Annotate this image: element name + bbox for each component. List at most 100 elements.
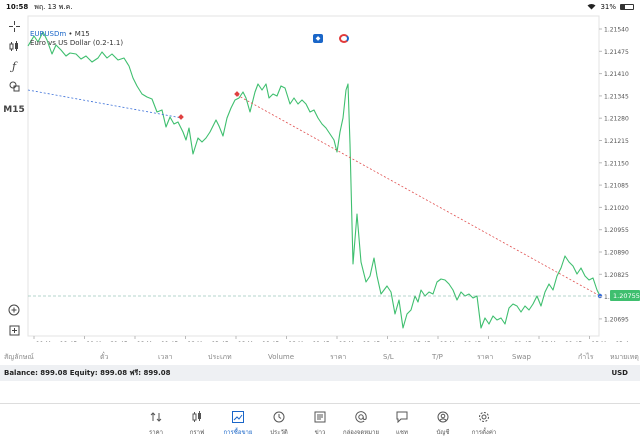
balance-bar: Balance: 899.08 Equity: 899.08 ฟรี: 899.… [0, 365, 640, 381]
trendline-blue[interactable] [27, 89, 183, 119]
tab-label: ราคา [149, 429, 163, 436]
function-icon[interactable]: ƒ [11, 59, 17, 73]
balance-text: Balance: 899.08 Equity: 899.08 ฟรี: 899.… [4, 368, 171, 377]
price-label: 1.20955 [604, 227, 629, 234]
objects-icon[interactable] [4, 76, 24, 96]
mailbox-icon [355, 410, 367, 424]
balance-currency: USD [611, 369, 628, 377]
crosshair-icon[interactable] [4, 16, 24, 36]
positions-table-header: สัญลักษณ์ ตั๋ว เวลา ประเภท Volume ราคา S/L T/P ร… [0, 350, 640, 364]
price-label: 1.21540 [604, 27, 629, 34]
status-date: พฤ. 13 พ.ค. [34, 2, 73, 11]
battery-fill [621, 5, 625, 9]
time-label: 12 May 06:45 [238, 341, 279, 342]
tab-label: แชท [396, 429, 408, 436]
time-label: 12 May 12:45 [339, 341, 380, 342]
column-header[interactable]: ประเภท [208, 352, 232, 361]
time-label: 11 May 18:45 [36, 341, 77, 342]
price-label: 1.20890 [604, 250, 629, 257]
time-label: 12 May 21:45 [491, 341, 532, 342]
chart-indicator: Euro vs US Dollar (0.2-1.1) [30, 39, 124, 47]
column-header[interactable]: กำไร [578, 352, 594, 361]
column-header[interactable]: Swap [512, 353, 531, 361]
tab-label: การตั้งค่า [471, 429, 497, 436]
tab-trade-chart[interactable]: การซื้อขาย [218, 404, 259, 447]
status-time: 10:58 [6, 3, 29, 11]
price-label: 1.21345 [604, 93, 629, 100]
column-header[interactable]: หมายเหตุ [610, 352, 639, 361]
account-icon [437, 410, 449, 424]
chart-title: EURUSDm • M15 Euro vs US Dollar (0.2-1.1… [30, 30, 123, 48]
current-price-badge [610, 290, 640, 301]
battery-icon [620, 4, 634, 10]
chart-toolbar: ƒ M15 [0, 14, 28, 342]
history-icon [273, 410, 285, 424]
tab-mailbox[interactable]: กล่องจดหมาย [341, 404, 382, 447]
time-label: 11 May 21:45 [87, 341, 128, 342]
status-bar: 10:58 พฤ. 13 พ.ค. 31% [0, 0, 640, 14]
bottom-tab-bar: ราคา กราฟ การซื้อขาย ประวัติ ข่าว กล่องจดหมาย… [0, 403, 640, 447]
chart-separator-icon: • [68, 30, 73, 38]
time-label: 12 May 03:45 [188, 341, 229, 342]
settings-icon [478, 410, 490, 424]
price-label: 1.20695 [604, 316, 629, 323]
wifi-icon [587, 3, 596, 12]
column-header[interactable]: สัญลักษณ์ [4, 352, 34, 361]
price-label: 1.21215 [604, 138, 629, 145]
plot-border [27, 15, 600, 337]
tab-label: กราฟ [189, 429, 205, 436]
time-label: 13 May 00:45 [541, 341, 582, 342]
tab-sort-arrows[interactable]: ราคา [136, 404, 177, 447]
column-header[interactable]: ตั๋ว [100, 352, 109, 361]
time-label: 12 May 09:45 [289, 341, 330, 342]
chart-area[interactable]: 1.21540 1.21475 1.21410 1.21345 1.21280 1.212… [0, 14, 640, 348]
price-label: 1.20825 [604, 272, 629, 279]
tab-label: ประวัติ [270, 429, 288, 436]
price-label: 1.21280 [604, 116, 629, 123]
price-label: 1.21085 [604, 183, 629, 190]
chart-top-icons: ◆ [313, 34, 349, 43]
tab-account[interactable]: บัญชี [423, 404, 464, 447]
tab-candles[interactable]: กราฟ [177, 404, 218, 447]
chart-timeframe[interactable]: M15 [74, 30, 90, 38]
new-order-icon[interactable] [4, 320, 24, 340]
time-label: 12 May 18:45 [440, 341, 481, 342]
column-header[interactable]: เวลา [158, 352, 173, 361]
tab-label: บัญชี [436, 429, 450, 436]
chart-symbol[interactable]: EURUSDm [30, 30, 67, 38]
indicators-icon[interactable] [4, 36, 24, 56]
current-price-label: 1.20755 [613, 292, 640, 300]
price-label: 1.21020 [604, 205, 629, 212]
trade-marker[interactable] [234, 91, 240, 97]
price-line [27, 31, 601, 329]
timeframe-button[interactable]: M15 [3, 105, 25, 115]
market-status-icon[interactable] [339, 34, 349, 43]
column-header[interactable]: T/P [432, 353, 443, 361]
tab-news[interactable]: ข่าว [300, 404, 341, 447]
candles-icon [191, 410, 203, 424]
column-header[interactable]: S/L [383, 353, 394, 361]
trendline-red[interactable] [236, 94, 601, 297]
tab-label: กล่องจดหมาย [342, 429, 380, 436]
tab-label: ข่าว [314, 429, 326, 436]
tab-history[interactable]: ประวัติ [259, 404, 300, 447]
chat-icon [396, 410, 408, 424]
time-label: 13 May 03:4 [592, 341, 630, 342]
price-label: 1.21475 [604, 49, 629, 56]
trade-marker[interactable] [178, 114, 184, 120]
column-header[interactable]: ราคา [477, 352, 494, 361]
time-label: 12 May 00:45 [137, 341, 178, 342]
column-header[interactable]: Volume [268, 353, 295, 361]
price-label: 1.21150 [604, 160, 629, 167]
price-label: 1.21410 [604, 71, 629, 78]
zoom-icon[interactable] [4, 300, 24, 320]
news-icon [314, 410, 326, 424]
price-chart[interactable]: 1.21540 1.21475 1.21410 1.21345 1.21280 1.212… [0, 14, 640, 348]
current-price-dot [597, 293, 603, 299]
trade-chart-icon [232, 410, 244, 424]
tab-chat[interactable]: แชท [382, 404, 423, 447]
column-header[interactable]: ราคา [330, 352, 347, 361]
tab-settings[interactable]: การตั้งค่า [464, 404, 505, 447]
one-click-trading-icon[interactable]: ◆ [313, 34, 323, 43]
tab-label: การซื้อขาย [223, 429, 253, 436]
